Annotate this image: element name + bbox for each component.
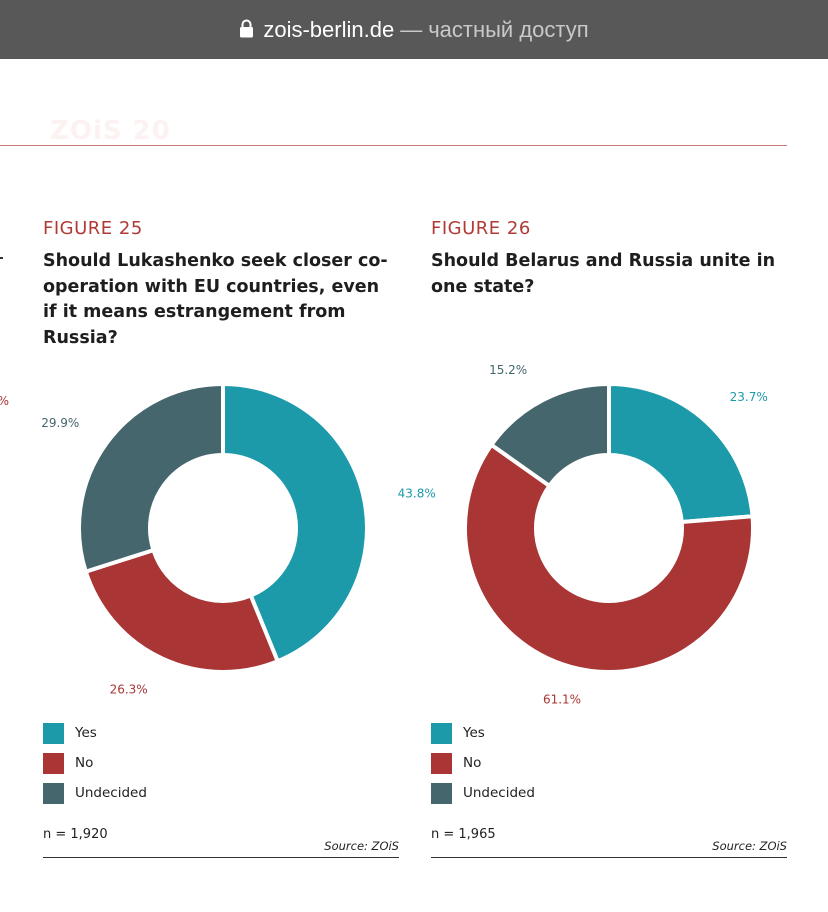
legend-swatch-no bbox=[431, 752, 452, 774]
legend-item-yes: Yes bbox=[43, 722, 147, 744]
source-note: Source: ZOiS bbox=[712, 839, 787, 853]
donut-chart: 23.7% 61.1% 15.2% bbox=[463, 363, 768, 707]
left-edge-percent-text: % bbox=[0, 394, 9, 408]
legend-label-no: No bbox=[463, 755, 482, 771]
data-label-yes: 43.8% bbox=[398, 487, 436, 501]
browser-access-label: частный доступ bbox=[428, 16, 589, 42]
figure-number: FIGURE 26 bbox=[431, 218, 531, 239]
browser-domain: zois-berlin.de bbox=[263, 16, 395, 42]
legend-label-undecided: Undecided bbox=[463, 785, 535, 801]
browser-separator: — bbox=[400, 16, 423, 42]
figure-number: FIGURE 25 bbox=[43, 218, 143, 239]
legend-swatch-undecided bbox=[431, 782, 452, 804]
figure-bottom-rule bbox=[431, 857, 787, 858]
data-label-yes: 23.7% bbox=[730, 390, 768, 404]
browser-address-bar[interactable]: zois-berlin.de — частный доступ bbox=[0, 0, 828, 59]
legend-item-undecided: Undecided bbox=[43, 782, 147, 804]
legend-label-yes: Yes bbox=[463, 725, 485, 741]
figure-25: FIGURE 25 Should Lukashenko seek closer … bbox=[41, 216, 436, 866]
donut-slice-no bbox=[463, 442, 755, 674]
legend-swatch-yes bbox=[43, 722, 64, 744]
figure-title: Should Belarus and Russia unite in one s… bbox=[431, 251, 776, 297]
legend-item-undecided: Undecided bbox=[431, 782, 535, 804]
donut-slice-yes bbox=[607, 381, 755, 525]
section-divider bbox=[0, 145, 787, 146]
legend-swatch-undecided bbox=[43, 782, 64, 804]
legend-swatch-yes bbox=[431, 722, 452, 744]
figure-title: Should Lukashenko seek closer co-operati… bbox=[43, 251, 388, 348]
lock-icon bbox=[240, 19, 254, 38]
figure-26: FIGURE 26 Should Belarus and Russia unit… bbox=[431, 216, 787, 866]
legend-label-undecided: Undecided bbox=[75, 785, 147, 801]
donut-slice-no bbox=[83, 547, 281, 674]
faded-section-heading: ZOiS 20 bbox=[50, 116, 171, 146]
left-edge-fragment bbox=[0, 257, 3, 259]
sample-size: n = 1,920 bbox=[43, 827, 108, 842]
left-edge-percent: % bbox=[0, 394, 9, 412]
legend-item-no: No bbox=[43, 752, 147, 774]
legend-item-yes: Yes bbox=[431, 722, 535, 744]
legend-label-no: No bbox=[75, 755, 94, 771]
sample-size: n = 1,965 bbox=[431, 827, 496, 842]
source-note: Source: ZOiS bbox=[324, 839, 399, 853]
donut-slice-undecided bbox=[77, 381, 225, 575]
data-label-undecided: 29.9% bbox=[41, 416, 79, 430]
figure-bottom-rule bbox=[43, 857, 399, 858]
legend-swatch-no bbox=[43, 752, 64, 774]
donut-slice-yes bbox=[221, 381, 369, 664]
data-label-undecided: 15.2% bbox=[489, 363, 527, 377]
data-label-no: 61.1% bbox=[543, 693, 581, 707]
donut-chart: 43.8% 26.3% 29.9% bbox=[41, 381, 436, 696]
legend-item-no: No bbox=[431, 752, 535, 774]
chart-legend: Yes No Undecided bbox=[43, 722, 147, 812]
data-label-no: 26.3% bbox=[110, 682, 148, 696]
chart-legend: Yes No Undecided bbox=[431, 722, 535, 812]
legend-label-yes: Yes bbox=[75, 725, 97, 741]
donut-slice-undecided bbox=[488, 381, 611, 489]
